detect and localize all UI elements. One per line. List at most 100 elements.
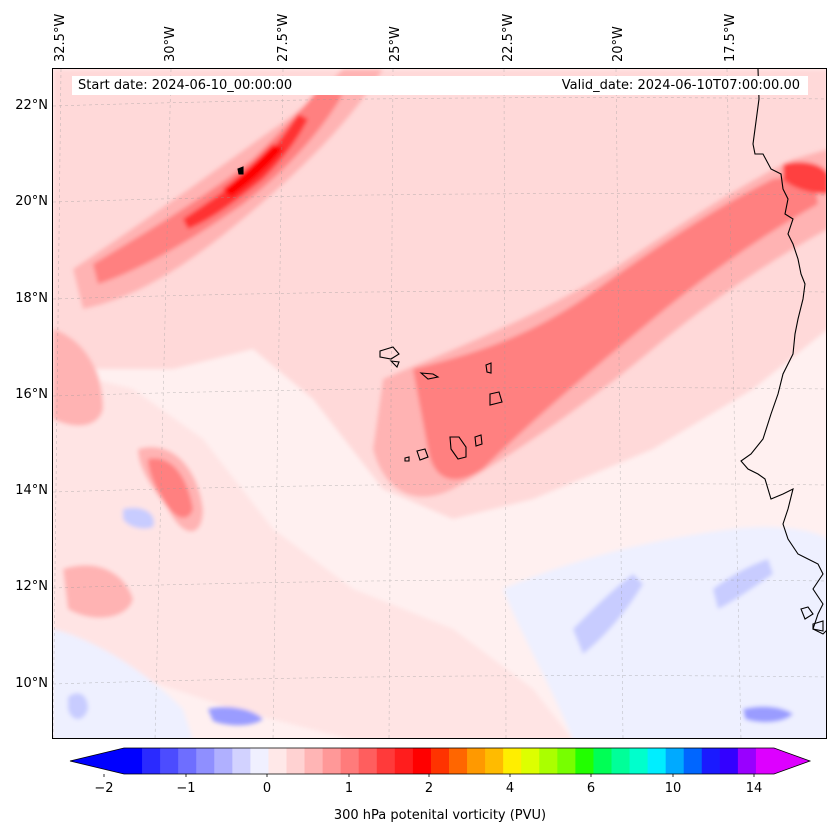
contour-pink-west-blob	[53, 329, 103, 426]
colorbar-segment	[430, 748, 450, 774]
colorbar-tick-label: −2	[94, 781, 114, 796]
bijagos-islands	[800, 606, 824, 632]
cape-verde-brava	[404, 456, 410, 462]
coastlines	[237, 69, 826, 635]
contour-medium-red-jet	[93, 89, 343, 284]
colorbar-segment	[412, 748, 432, 774]
colorbar-title: 300 hPa potenital vorticity (PVU)	[333, 808, 547, 823]
colorbar-segment	[449, 748, 468, 774]
west-africa-coast	[740, 69, 826, 635]
colorbar-tick-label: 1	[344, 781, 354, 796]
longitude-label: 17.5°W	[723, 13, 738, 62]
colorbar-segment	[160, 748, 179, 774]
latitude-label: 20°N	[15, 194, 48, 209]
graticule-lon-20	[615, 69, 624, 738]
colorbar-segment	[593, 748, 612, 774]
contour-medium-red-central	[413, 174, 818, 480]
colorbar-segment	[286, 748, 306, 774]
contour-strong-red-core	[183, 114, 308, 229]
colorbar	[69, 747, 812, 777]
colorbar-segment	[178, 748, 197, 774]
contour-medium-red-east	[783, 162, 826, 194]
colorbar-segment	[647, 748, 667, 774]
longitude-label: 32.5°W	[53, 13, 68, 62]
colorbar-segment	[683, 748, 703, 774]
cape-verde-santiago	[449, 436, 467, 460]
cape-verde-sao-nicolau	[419, 372, 440, 380]
colorbar-segment	[521, 748, 540, 774]
colorbar-segment	[737, 748, 757, 774]
colorbar-tick-label: 0	[262, 781, 272, 796]
colorbar-segment	[358, 748, 378, 774]
canary-island-fragment	[237, 166, 244, 175]
colorbar-outline	[69, 747, 812, 775]
graticule-lon-25	[388, 69, 394, 738]
contour-medium-red-south	[148, 458, 193, 518]
graticule-lon-27-5	[272, 69, 284, 738]
graticule-lon-17-5	[726, 69, 742, 738]
contour-blue-blob-2	[573, 574, 643, 654]
contour-light-blue-south	[503, 527, 826, 738]
cape-verde-boa-vista	[489, 391, 503, 406]
colorbar-segment	[719, 748, 739, 774]
latitude-label: 16°N	[15, 387, 48, 402]
colorbar-segment	[629, 748, 649, 774]
cape-verde-santo-antao	[379, 346, 400, 360]
longitude-label: 25°W	[388, 26, 403, 62]
colorbar-tick-label: 14	[745, 781, 763, 796]
colorbar-segment	[340, 748, 360, 774]
colorbar-segment	[485, 748, 504, 774]
colorbar-tick-label: 2	[424, 781, 434, 796]
colorbar-segment	[214, 748, 233, 774]
colorbar-segment	[665, 748, 685, 774]
longitude-label: 22.5°W	[501, 13, 516, 62]
graticule-lon-30	[154, 69, 172, 738]
cape-verde-sal	[485, 362, 492, 374]
longitude-label: 30°W	[163, 26, 178, 62]
colorbar-tick-label: −1	[176, 781, 196, 796]
colorbar-segment	[196, 748, 215, 774]
colorbar-segment	[142, 748, 161, 774]
colorbar-segment	[503, 748, 522, 774]
latitude-label: 22°N	[15, 98, 48, 113]
colorbar-segment	[376, 748, 396, 774]
colorbar-segment	[611, 748, 631, 774]
colorbar-tick-label: 4	[505, 781, 515, 796]
contour-blue-blob-5	[743, 706, 793, 723]
cape-verde-maio	[474, 434, 483, 447]
colorbar-segment	[322, 748, 342, 774]
latitude-label: 10°N	[15, 676, 48, 691]
contour-light-blue-west	[53, 629, 193, 738]
latitude-label: 18°N	[15, 291, 48, 306]
colorbar-max-extend-arrow	[774, 748, 810, 774]
colorbar-segment	[575, 748, 594, 774]
colorbar-min-extend-arrow	[70, 748, 124, 774]
valid-date-label: Valid_date: 2024-06-10T07:00:00.00	[561, 78, 800, 93]
contour-blue-blob-4	[208, 707, 263, 726]
graticule-lon-32-5	[53, 69, 62, 738]
colorbar-segment	[467, 748, 486, 774]
latitude-label: 14°N	[15, 483, 48, 498]
graticule-lat-12	[53, 579, 826, 589]
graticule-lat-10	[53, 675, 826, 685]
start-date-label: Start date: 2024-06-10_00:00:00	[78, 78, 293, 93]
longitude-label: 20°W	[611, 26, 626, 62]
colorbar-tick-label: 10	[664, 781, 682, 796]
colorbar-segment	[701, 748, 721, 774]
graticule-lat-16	[53, 387, 826, 397]
colorbar-segment	[250, 748, 269, 774]
cape-verde-sao-vicente	[389, 360, 400, 368]
colorbar-segment	[394, 748, 414, 774]
colorbar-segment	[304, 748, 324, 774]
longitude-label: 27.5°W	[276, 13, 291, 62]
graticule-lat-14	[53, 483, 826, 493]
contour-pink-sw-blob	[63, 565, 133, 618]
colorbar-segment	[539, 748, 558, 774]
colorbar-segment	[268, 748, 287, 774]
map-panel	[52, 68, 827, 739]
contour-blue-blob-1	[123, 507, 154, 529]
graticule-lat-18	[53, 290, 826, 300]
graticule	[53, 69, 826, 738]
graticule-lon-22-5	[503, 69, 507, 738]
